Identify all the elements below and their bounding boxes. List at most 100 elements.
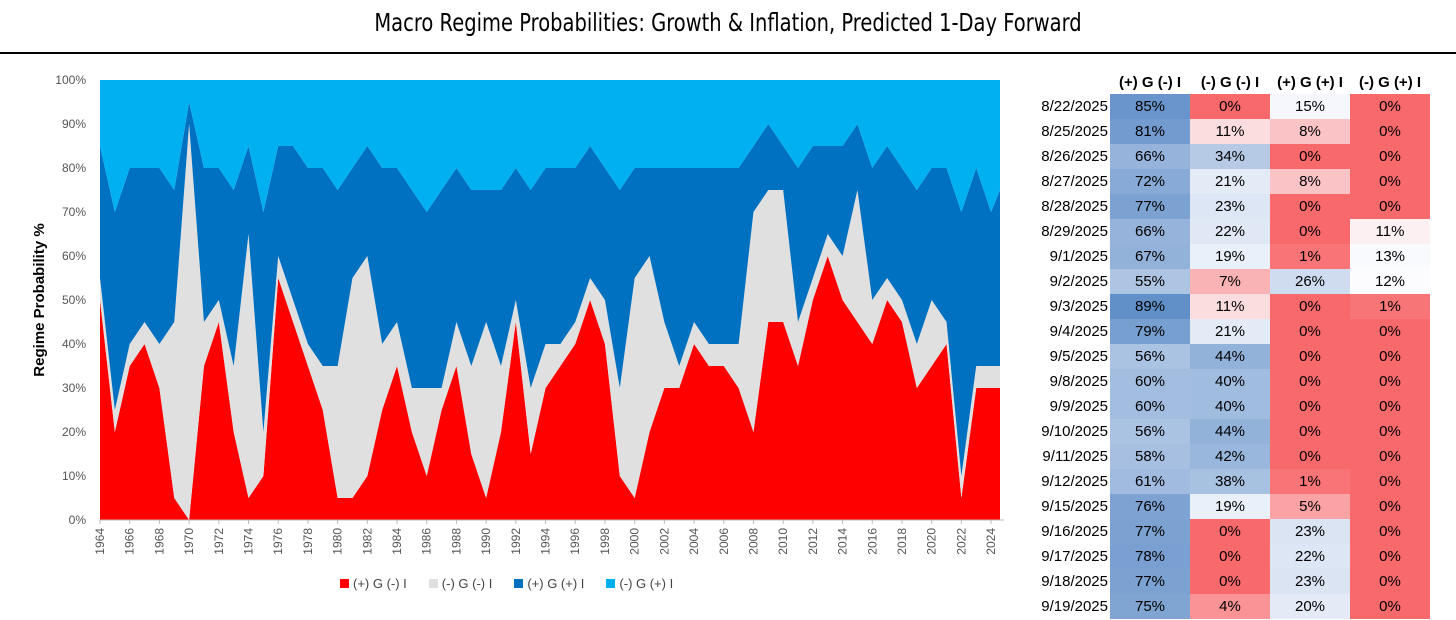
cell-value: 23% [1270,519,1350,544]
cell-value: 72% [1110,169,1190,194]
cell-value: 23% [1190,194,1270,219]
row-date: 8/26/2025 [1020,144,1110,169]
row-date: 9/12/2025 [1020,469,1110,494]
y-tick-label: 10% [62,469,86,483]
cell-value: 89% [1110,294,1190,319]
table-row: 8/29/2025 66% 22% 0% 11% [1020,219,1430,244]
cell-value: 56% [1110,344,1190,369]
cell-value: 0% [1190,94,1270,119]
cell-value: 60% [1110,369,1190,394]
cell-value: 85% [1110,94,1190,119]
cell-value: 13% [1350,244,1430,269]
cell-value: 11% [1350,219,1430,244]
x-tick-label: 1994 [539,528,553,555]
y-tick-label: 90% [62,117,86,131]
area-series-1 [100,124,1000,520]
x-tick-label: 1966 [123,528,137,555]
cell-value: 0% [1350,394,1430,419]
legend-swatch [606,579,616,588]
cell-value: 0% [1350,469,1430,494]
cell-value: 0% [1350,444,1430,469]
row-date: 9/16/2025 [1020,519,1110,544]
row-date: 9/19/2025 [1020,594,1110,619]
table-row: 9/2/2025 55% 7% 26% 12% [1020,269,1430,294]
y-tick-label: 70% [62,205,86,219]
cell-value: 0% [1350,144,1430,169]
cell-value: 0% [1270,444,1350,469]
cell-value: 23% [1270,569,1350,594]
cell-value: 4% [1190,594,1270,619]
cell-value: 77% [1110,569,1190,594]
legend-label: (+) G (-) I [353,576,407,591]
table-row: 8/27/2025 72% 21% 8% 0% [1020,169,1430,194]
cell-value: 8% [1270,169,1350,194]
cell-value: 42% [1190,444,1270,469]
cell-value: 61% [1110,469,1190,494]
cell-value: 20% [1270,594,1350,619]
table-header-row: (+) G (-) I (-) G (-) I (+) G (+) I (-) … [1020,70,1430,94]
x-tick-label: 2018 [895,528,909,555]
x-tick-label: 1982 [360,528,374,555]
cell-value: 81% [1110,119,1190,144]
table-row: 9/9/2025 60% 40% 0% 0% [1020,394,1430,419]
cell-value: 40% [1190,369,1270,394]
table-row: 8/25/2025 81% 11% 8% 0% [1020,119,1430,144]
cell-value: 79% [1110,319,1190,344]
y-axis-title: Regime Probability % [31,223,48,376]
row-date: 9/17/2025 [1020,544,1110,569]
y-tick-label: 30% [62,381,86,395]
x-tick-label: 1972 [212,528,226,555]
cell-value: 1% [1350,294,1430,319]
table-row: 9/17/2025 78% 0% 22% 0% [1020,544,1430,569]
row-date: 9/1/2025 [1020,244,1110,269]
x-tick-label: 2010 [776,528,790,555]
row-date: 9/3/2025 [1020,294,1110,319]
x-tick-label: 2008 [746,528,760,555]
y-tick-label: 60% [62,249,86,263]
area-series-2 [100,102,1000,476]
cell-value: 0% [1270,294,1350,319]
y-tick-label: 40% [62,337,86,351]
cell-value: 12% [1350,269,1430,294]
legend-item: (+) G (-) I [340,576,407,591]
cell-value: 0% [1350,519,1430,544]
x-tick-label: 2014 [836,528,850,555]
cell-value: 11% [1190,119,1270,144]
row-date: 9/15/2025 [1020,494,1110,519]
row-date: 9/11/2025 [1020,444,1110,469]
cell-value: 0% [1270,144,1350,169]
x-tick-label: 1998 [598,528,612,555]
table-row: 9/19/2025 75% 4% 20% 0% [1020,594,1430,619]
cell-value: 0% [1270,219,1350,244]
x-tick-label: 1988 [449,528,463,555]
cell-value: 21% [1190,169,1270,194]
legend-label: (-) G (-) I [441,576,493,591]
x-tick-label: 1974 [242,528,256,555]
row-date: 8/28/2025 [1020,194,1110,219]
x-tick-label: 1964 [93,528,107,555]
row-date: 9/18/2025 [1020,569,1110,594]
regime-probability-table: (+) G (-) I (-) G (-) I (+) G (+) I (-) … [1020,70,1430,619]
cell-value: 0% [1270,394,1350,419]
cell-value: 0% [1350,419,1430,444]
cell-value: 60% [1110,394,1190,419]
table-row: 9/11/2025 58% 42% 0% 0% [1020,444,1430,469]
cell-value: 38% [1190,469,1270,494]
x-tick-label: 1996 [568,528,582,555]
x-tick-label: 1968 [152,528,166,555]
cell-value: 7% [1190,269,1270,294]
cell-value: 0% [1190,569,1270,594]
cell-value: 0% [1190,519,1270,544]
cell-value: 0% [1270,319,1350,344]
cell-value: 1% [1270,244,1350,269]
table-row: 9/12/2025 61% 38% 1% 0% [1020,469,1430,494]
x-tick-label: 1990 [479,528,493,555]
cell-value: 19% [1190,494,1270,519]
table-row: 9/5/2025 56% 44% 0% 0% [1020,344,1430,369]
cell-value: 40% [1190,394,1270,419]
row-date: 9/2/2025 [1020,269,1110,294]
x-tick-label: 2000 [628,528,642,555]
cell-value: 0% [1350,344,1430,369]
x-tick-label: 1984 [390,528,404,555]
cell-value: 77% [1110,519,1190,544]
